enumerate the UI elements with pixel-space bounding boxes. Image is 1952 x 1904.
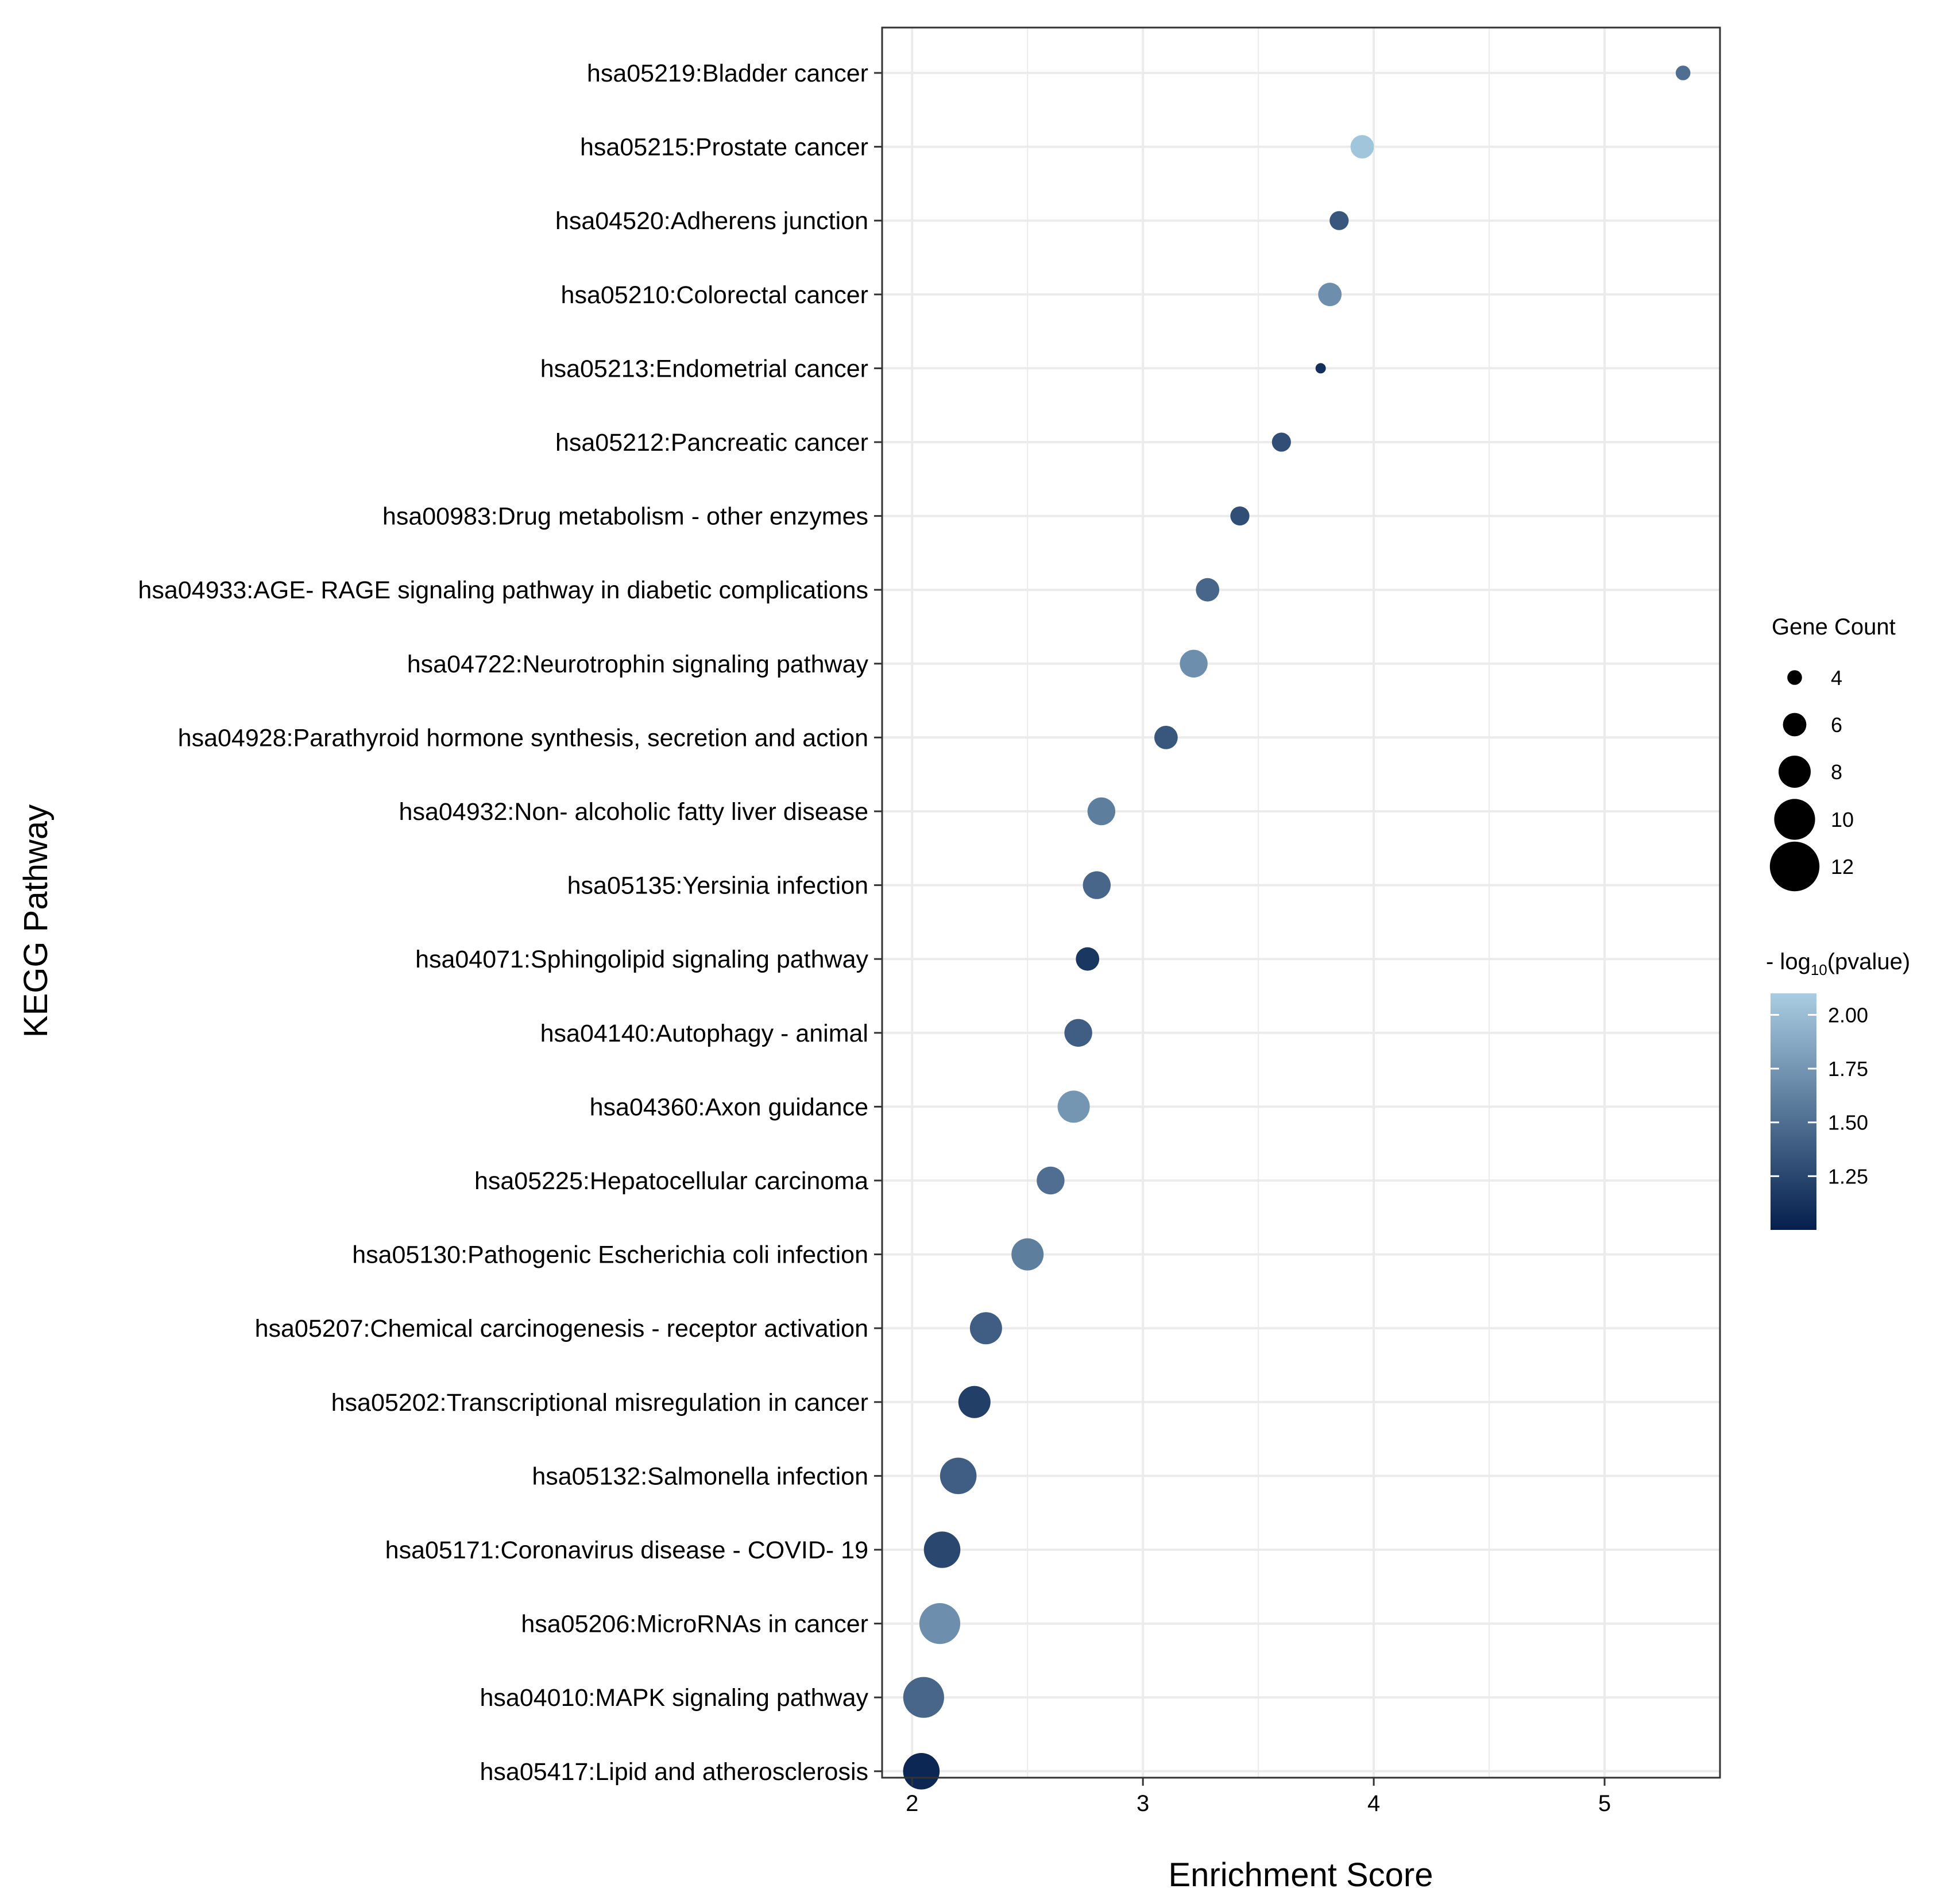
data-point <box>903 1677 944 1718</box>
data-point <box>1196 578 1220 602</box>
size-legend-label: 12 <box>1831 855 1854 879</box>
data-point <box>923 1531 961 1568</box>
data-point <box>1083 871 1111 899</box>
size-legend-key <box>1779 756 1811 788</box>
size-legend-key <box>1783 713 1807 737</box>
size-legend-key <box>1787 670 1802 685</box>
data-point <box>903 1753 940 1790</box>
data-point <box>1350 135 1374 158</box>
data-point <box>1329 211 1349 230</box>
data-point <box>1011 1238 1044 1271</box>
category-label: hsa05225:Hepatocellular carcinoma <box>474 1167 868 1195</box>
color-legend-label: 1.75 <box>1828 1057 1868 1081</box>
category-label: hsa04932:Non- alcoholic fatty liver dise… <box>399 798 868 826</box>
data-point <box>1037 1166 1065 1195</box>
color-legend-bar <box>1771 993 1816 1230</box>
category-label: hsa05132:Salmonella infection <box>532 1462 868 1490</box>
category-label: hsa05171:Coronavirus disease - COVID- 19 <box>385 1537 868 1564</box>
size-legend-key <box>1774 799 1815 840</box>
data-point <box>969 1312 1002 1345</box>
panel-border <box>881 26 1721 1779</box>
x-tick-label: 4 <box>1367 1791 1380 1816</box>
color-legend: - log10(pvalue) 2.00 1.75 1.50 1.25 <box>1766 949 1910 1230</box>
color-legend-label: 1.25 <box>1828 1164 1868 1188</box>
x-axis: 2 3 4 5 <box>906 1778 1611 1816</box>
category-label: hsa04360:Axon guidance <box>590 1093 868 1121</box>
category-label: hsa04933:AGE- RAGE signaling pathway in … <box>138 576 868 604</box>
grid-lines <box>882 28 1721 1778</box>
data-points <box>903 65 1691 1790</box>
category-label: hsa05135:Yersinia infection <box>567 872 868 900</box>
category-label: hsa00983:Drug metabolism - other enzymes <box>382 503 868 531</box>
category-label: hsa05417:Lipid and atherosclerosis <box>480 1758 868 1786</box>
x-tick-label: 2 <box>906 1791 918 1816</box>
color-legend-label: 2.00 <box>1828 1003 1868 1027</box>
size-legend-key <box>1769 841 1820 892</box>
size-legend-label: 4 <box>1831 666 1842 690</box>
data-point <box>958 1386 991 1418</box>
y-axis: hsa05219:Bladder cancer hsa05215:Prostate… <box>138 60 882 1786</box>
data-point <box>1230 506 1250 526</box>
category-label: hsa04928:Parathyroid hormone synthesis, … <box>178 724 868 752</box>
data-point <box>1057 1090 1090 1123</box>
size-legend-label: 6 <box>1831 713 1842 737</box>
category-label: hsa05130:Pathogenic Escherichia coli inf… <box>352 1241 868 1269</box>
size-legend-label: 8 <box>1831 760 1842 784</box>
data-point <box>1675 65 1691 80</box>
data-point <box>1087 797 1116 826</box>
data-point <box>919 1603 961 1644</box>
category-label: hsa05212:Pancreatic cancer <box>555 429 868 456</box>
data-point <box>1315 363 1326 374</box>
data-point <box>1318 282 1342 307</box>
category-label: hsa04010:MAPK signaling pathway <box>480 1684 869 1712</box>
category-label: hsa05202:Transcriptional misregulation i… <box>331 1389 868 1417</box>
category-label: hsa04140:Autophagy - animal <box>540 1020 868 1047</box>
data-point <box>1076 947 1100 971</box>
x-axis-title: Enrichment Score <box>1169 1856 1433 1894</box>
data-point <box>940 1457 977 1495</box>
category-label: hsa04722:Neurotrophin signaling pathway <box>407 651 869 678</box>
category-label: hsa05215:Prostate cancer <box>580 134 868 161</box>
color-legend-title: - log10(pvalue) <box>1766 949 1910 978</box>
category-label: hsa04071:Sphingolipid signaling pathway <box>415 946 868 973</box>
data-point <box>1180 649 1208 678</box>
category-label: hsa05213:Endometrial cancer <box>540 355 868 382</box>
size-legend-label: 10 <box>1831 808 1854 831</box>
data-point <box>1064 1019 1092 1047</box>
size-legend-title: Gene Count <box>1772 614 1896 640</box>
category-label: hsa05210:Colorectal cancer <box>561 281 868 309</box>
color-legend-label: 1.50 <box>1828 1111 1868 1135</box>
data-point <box>1271 432 1291 452</box>
category-label: hsa05206:MicroRNAs in cancer <box>521 1611 868 1638</box>
category-label: hsa05219:Bladder cancer <box>587 60 868 87</box>
data-point <box>1154 726 1178 749</box>
x-tick-label: 3 <box>1137 1791 1149 1816</box>
y-axis-title: KEGG Pathway <box>17 804 55 1038</box>
size-legend: Gene Count 4 6 8 10 12 <box>1769 614 1896 892</box>
x-tick-label: 5 <box>1598 1791 1611 1816</box>
category-label: hsa04520:Adherens junction <box>555 207 868 235</box>
category-label: hsa05207:Chemical carcinogenesis - recep… <box>255 1315 868 1342</box>
